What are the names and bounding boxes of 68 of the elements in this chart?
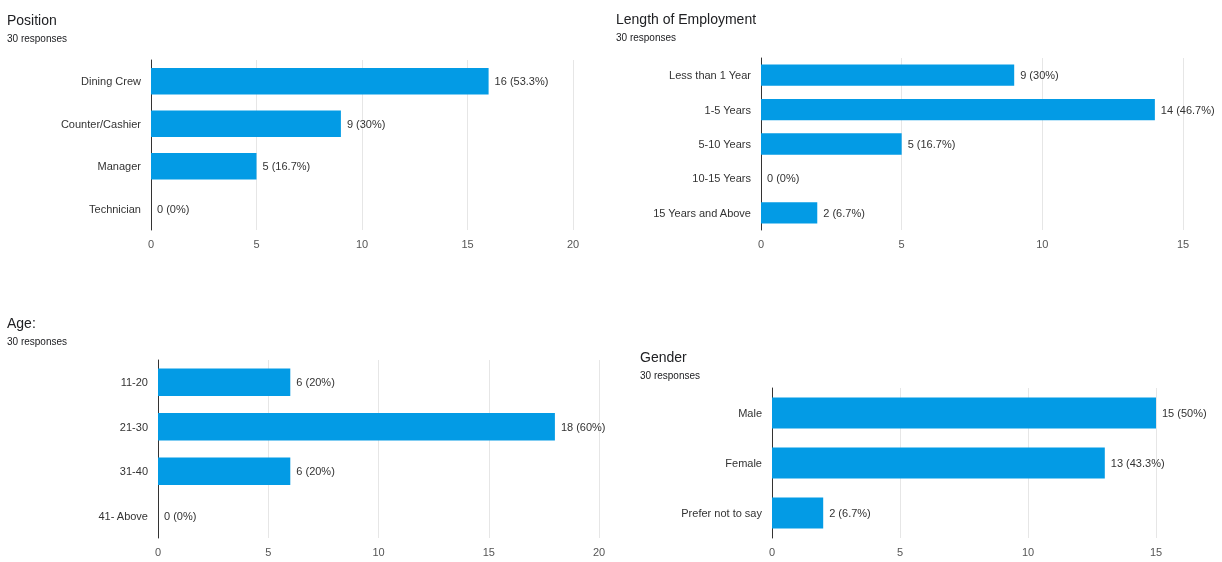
bar xyxy=(151,68,489,95)
text: Age: xyxy=(7,315,36,331)
x-tick-label: 15 xyxy=(1176,237,1190,250)
y-tick-label: 1-5 Years xyxy=(704,103,752,116)
x-tick-label: 10 xyxy=(372,545,385,558)
y-tick-label: 41- Above xyxy=(98,509,148,522)
bar xyxy=(761,98,1155,121)
bar xyxy=(772,447,1105,479)
x-tick-label: 15 xyxy=(461,237,474,250)
x-tick-label: 0 xyxy=(768,545,776,558)
data-label: 5 (16.7%) xyxy=(262,160,311,173)
bar xyxy=(761,64,1015,86)
y-tick-label: Male xyxy=(738,407,762,419)
x-tick-label: 20 xyxy=(592,545,606,558)
bar xyxy=(761,202,818,224)
y-tick-label: Prefer not to say xyxy=(681,507,763,519)
y-tick-label: 5-10 Years xyxy=(698,138,752,150)
data-label: 16 (53.3%) xyxy=(494,75,549,88)
y-tick-label: 15 Years and Above xyxy=(653,206,751,219)
chart-title: Length of Employment xyxy=(616,11,757,27)
data-label: 6 (20%) xyxy=(296,465,335,478)
data-label: 0 (0%) xyxy=(157,202,190,215)
y-tick-label: 21-30 xyxy=(119,420,148,433)
x-tick-label: 15 xyxy=(1149,545,1163,558)
x-tick-label: 10 xyxy=(1036,237,1049,250)
y-tick-label: Manager xyxy=(97,160,142,173)
data-label: 15 (50%) xyxy=(1162,407,1207,419)
x-tick-label: 5 xyxy=(265,545,272,558)
x-tick-label: 5 xyxy=(253,237,260,250)
data-label: 2 (6.7%) xyxy=(829,507,871,519)
x-tick-label: 0 xyxy=(147,237,155,250)
text: Position xyxy=(7,12,57,28)
data-label: 5 (16.7%) xyxy=(907,138,956,150)
data-label: 2 (6.7%) xyxy=(823,206,865,219)
data-label: 6 (20%) xyxy=(296,376,335,389)
text: 30 responses xyxy=(640,369,701,381)
x-tick-label: 10 xyxy=(355,237,369,250)
x-tick-label: 15 xyxy=(482,545,495,558)
chart-title: Gender xyxy=(640,349,688,365)
text: 30 responses xyxy=(7,32,68,44)
y-tick-label: 11-20 xyxy=(120,376,148,389)
text: 30 responses xyxy=(616,31,677,43)
y-tick-label: 10-15 Years xyxy=(692,172,752,185)
y-tick-label: Dining Crew xyxy=(81,75,142,88)
y-tick-label: 31-40 xyxy=(119,465,148,478)
data-label: 14 (46.7%) xyxy=(1160,103,1215,116)
data-label: 18 (60%) xyxy=(560,420,606,433)
text: 30 responses xyxy=(7,335,68,347)
bar xyxy=(772,397,1156,429)
x-tick-label: 5 xyxy=(896,545,904,558)
x-tick-label: 20 xyxy=(566,237,580,250)
y-tick-label: Technician xyxy=(89,202,141,215)
x-tick-label: 0 xyxy=(154,545,162,558)
data-label: 0 (0%) xyxy=(767,172,800,185)
x-tick-label: 0 xyxy=(757,237,765,250)
bar xyxy=(151,153,257,180)
x-tick-label: 5 xyxy=(898,237,905,250)
bar xyxy=(761,133,902,155)
bar xyxy=(772,497,824,529)
data-label: 9 (30%) xyxy=(346,117,386,130)
bar xyxy=(151,110,341,137)
y-tick-label: Female xyxy=(725,457,762,469)
data-label: 9 (30%) xyxy=(1020,69,1059,82)
x-tick-label: 10 xyxy=(1021,545,1035,558)
data-label: 0 (0%) xyxy=(164,509,197,522)
y-tick-label: Less than 1 Year xyxy=(669,69,752,82)
y-tick-label: Counter/Cashier xyxy=(60,117,142,130)
data-label: 13 (43.3%) xyxy=(1110,457,1165,469)
